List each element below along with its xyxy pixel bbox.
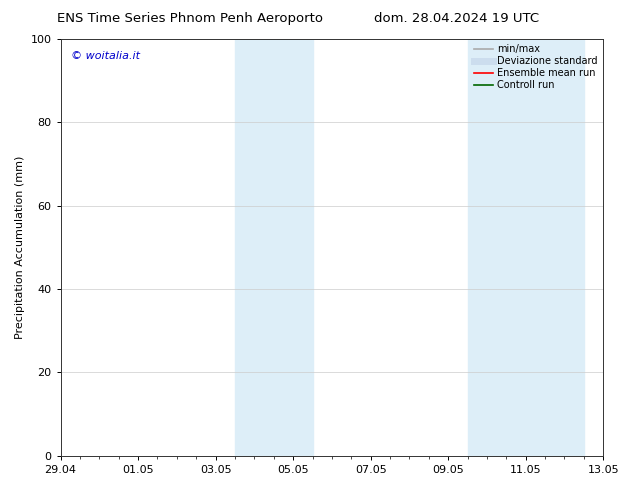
Text: © woitalia.it: © woitalia.it (72, 51, 141, 61)
Bar (235, 39, 313, 456)
Text: dom. 28.04.2024 19 UTC: dom. 28.04.2024 19 UTC (374, 12, 539, 25)
Bar (467, 39, 584, 456)
Text: ENS Time Series Phnom Penh Aeroporto: ENS Time Series Phnom Penh Aeroporto (57, 12, 323, 25)
Y-axis label: Precipitation Accumulation (mm): Precipitation Accumulation (mm) (15, 156, 25, 339)
Legend: min/max, Deviazione standard, Ensemble mean run, Controll run: min/max, Deviazione standard, Ensemble m… (470, 42, 600, 93)
